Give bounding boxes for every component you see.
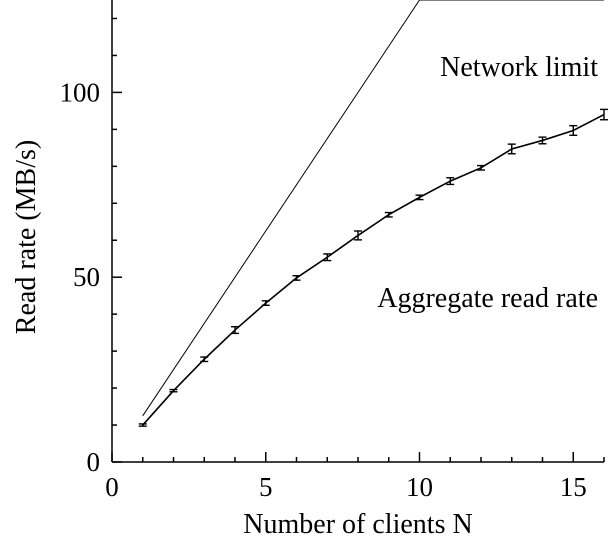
y-tick-label: 50 — [73, 262, 100, 292]
error-bar — [538, 136, 547, 145]
network-limit-line — [142, 0, 604, 417]
error-bar — [600, 108, 608, 121]
x-tick-label: 0 — [105, 472, 119, 502]
series-layer — [138, 0, 608, 427]
tick-labels: 0 5 10 15 0 50 100 — [60, 77, 587, 502]
error-bar — [569, 124, 578, 136]
error-bar — [169, 388, 178, 393]
error-bar — [446, 177, 455, 186]
y-tick-label: 0 — [87, 447, 101, 477]
x-tick-label: 15 — [560, 472, 587, 502]
error-bar — [138, 423, 147, 427]
error-bar — [292, 275, 301, 281]
error-bar — [323, 253, 332, 262]
error-bar — [507, 143, 516, 155]
y-axis-title: Read rate (MB/s) — [11, 140, 42, 334]
ticks — [111, 17, 605, 463]
x-axis-title: Number of clients N — [243, 509, 472, 540]
error-bar — [477, 164, 485, 171]
aggregate-read-rate-label: Aggregate read rate — [377, 283, 598, 314]
y-tick-label: 100 — [60, 77, 101, 107]
x-tick-label: 10 — [406, 472, 433, 502]
error-bar — [384, 211, 393, 218]
error-bar — [415, 194, 424, 201]
error-bar — [231, 326, 239, 335]
error-bar — [261, 300, 270, 306]
network-limit-label: Network limit — [440, 52, 598, 83]
x-tick-label: 5 — [259, 472, 273, 502]
aggregate-read-rate-line — [142, 113, 605, 426]
error-bar — [354, 230, 362, 241]
error-bar — [200, 356, 209, 363]
